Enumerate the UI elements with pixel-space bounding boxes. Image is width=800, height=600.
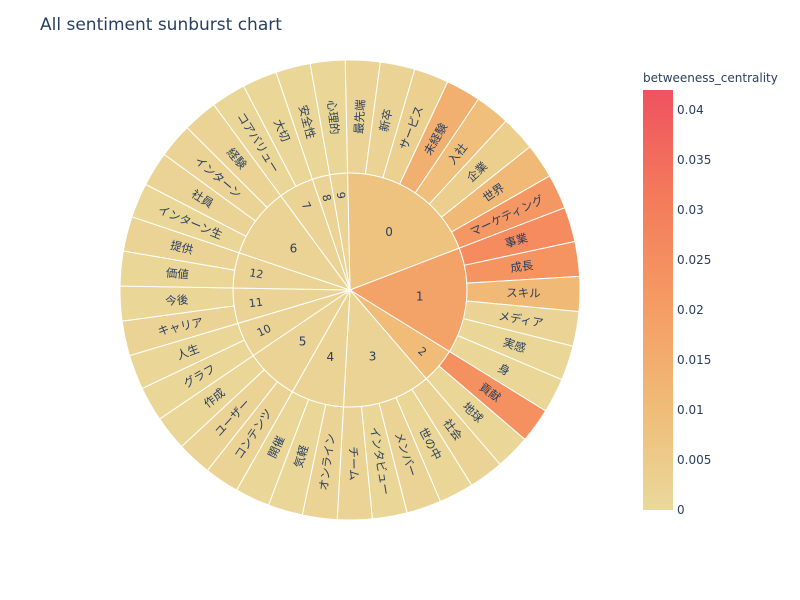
sunburst-leaf-label: 提供 xyxy=(169,238,195,257)
colorbar-tick-label: 0.005 xyxy=(677,453,711,467)
colorbar-tick-label: 0.02 xyxy=(677,303,704,317)
sunburst-group-label: 5 xyxy=(299,334,307,348)
sunburst-leaf-label: 身 xyxy=(496,361,513,379)
sunburst-group-label: 11 xyxy=(248,295,264,310)
colorbar-tick-label: 0.01 xyxy=(677,403,704,417)
sunburst-leaf-label: スキル xyxy=(506,286,541,301)
sunburst-leaf-label: 価値 xyxy=(165,266,190,282)
colorbar-title: betweeness_centrality xyxy=(643,71,778,85)
sunburst-group-label: 9 xyxy=(334,191,348,199)
sunburst-leaf-label: 気軽 xyxy=(291,443,311,469)
colorbar-tick-label: 0.04 xyxy=(677,103,704,117)
colorbar-tick-label: 0.03 xyxy=(677,203,704,217)
sunburst-group-label: 12 xyxy=(248,266,264,281)
sunburst-group-label: 10 xyxy=(255,322,273,340)
sunburst-leaf-label: 心理的 xyxy=(324,99,341,135)
sunburst-group-label: 4 xyxy=(326,350,334,364)
colorbar-gradient xyxy=(643,90,673,510)
colorbar-tick-label: 0.015 xyxy=(677,353,711,367)
sunburst-leaf-label: 成長 xyxy=(510,258,535,275)
sunburst-leaf-label: 今後 xyxy=(165,293,189,308)
sunburst-group-label: 0 xyxy=(385,225,393,239)
sunburst-leaf-label: 実感 xyxy=(501,335,527,356)
sunburst-group-label: 3 xyxy=(369,349,377,363)
sunburst-group-label: 1 xyxy=(416,290,424,304)
colorbar-tick-label: 0.035 xyxy=(677,153,711,167)
chart-title: All sentiment sunburst chart xyxy=(40,15,282,35)
sunburst-leaf-segment[interactable] xyxy=(309,59,349,176)
sunburst-group-label: 8 xyxy=(319,193,333,203)
colorbar-tick-label: 0 xyxy=(677,503,685,517)
colorbar-tick-label: 0.025 xyxy=(677,253,711,267)
sunburst-group-label: 6 xyxy=(290,242,298,256)
sunburst-leaf-label: 最先端 xyxy=(352,99,368,134)
sunburst-leaf-label: チーム xyxy=(346,446,361,480)
colorbar: betweeness_centrality 0 0.005 0.01 0.015 0.0… xyxy=(643,71,778,517)
sunburst-leaf-label: 事業 xyxy=(503,230,530,250)
sunburst-leaf-label: 新卒 xyxy=(377,108,395,133)
